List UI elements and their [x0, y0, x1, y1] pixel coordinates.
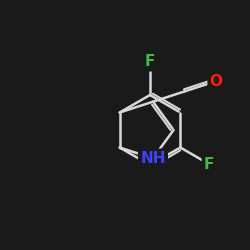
Text: F: F [145, 54, 155, 69]
Text: F: F [204, 156, 214, 172]
Text: O: O [210, 74, 223, 89]
Text: NH: NH [140, 151, 166, 166]
